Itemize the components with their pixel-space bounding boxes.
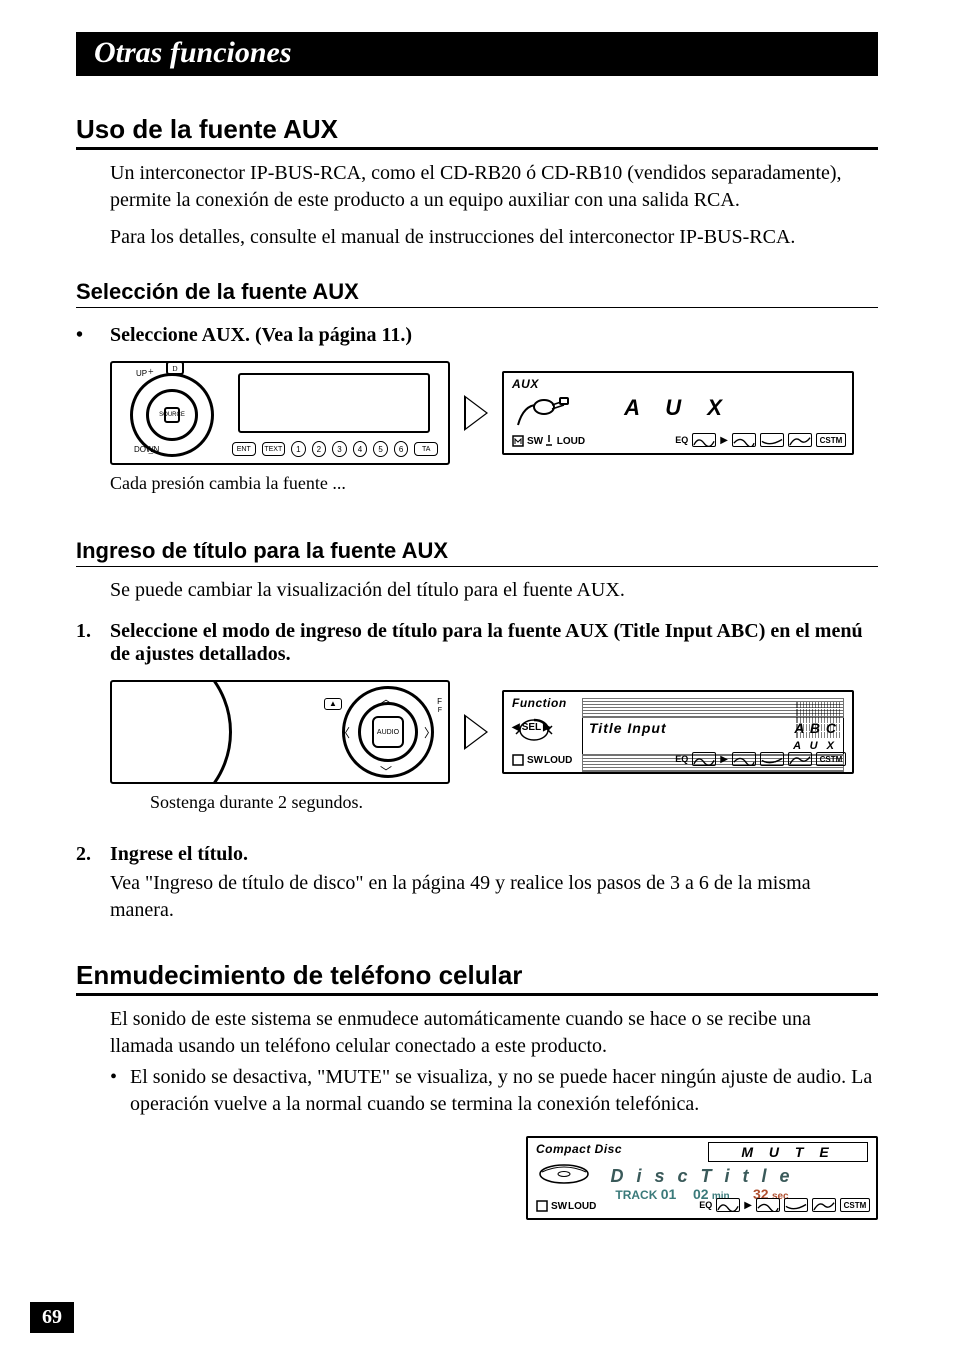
preset-4: 4 [353, 441, 368, 457]
track-number: 01 [661, 1186, 677, 1202]
mute-bullet-item: • El sonido se desactiva, "MUTE" se visu… [110, 1064, 878, 1118]
minus-icon: − [148, 449, 154, 460]
arrow-right-icon [464, 714, 488, 750]
eq-curve-1-icon [716, 1198, 740, 1212]
figure-row-select: UP + D SOURCE DOWN − ENT TEXT 1 2 3 4 5 … [110, 361, 878, 465]
eq-curve-1-icon [692, 433, 716, 447]
lcd-source-label: AUX [512, 377, 539, 391]
aux-para-2: Para los detalles, consulte el manual de… [110, 224, 878, 251]
preset-2: 2 [312, 441, 327, 457]
lcd-aux-text: A U X [504, 395, 852, 421]
lcd-function: Function ◀SEL▶ Title Input A B [502, 690, 854, 774]
title-input-label: Title Input [589, 720, 667, 752]
loud-label: LOUD [568, 1201, 596, 1212]
mute-para: El sonido de este sistema se enmudece au… [110, 1006, 878, 1060]
subsection-title-heading: Ingreso de título para la fuente AUX [76, 538, 878, 567]
preset-3: 3 [332, 441, 347, 457]
chevron-up-icon: ︿ [380, 690, 392, 707]
title-step-2: 2. Ingrese el título. [76, 843, 878, 866]
select-step: • Seleccione AUX. (Vea la página 11.) [76, 324, 878, 347]
eq-curve-4-icon [788, 752, 812, 766]
text-button: TEXT [262, 442, 286, 456]
eq-curve-3-icon [760, 433, 784, 447]
select-caption: Cada presión cambia la fuente ... [110, 473, 878, 494]
panel-curve [110, 680, 232, 784]
device-button-row: ENT TEXT 1 2 3 4 5 6 TA [232, 441, 438, 457]
page: Otras funciones Uso de la fuente AUX Un … [0, 0, 954, 1355]
lcd-cd-label: Compact Disc [536, 1142, 622, 1156]
eq-curve-4-icon [812, 1198, 836, 1212]
eq-row: EQ ▶ CSTM [699, 1198, 870, 1212]
loud-label: LOUD [544, 434, 585, 447]
cstm-label: CSTM [816, 752, 846, 766]
step-1-text: Seleccione el modo de ingreso de título … [110, 620, 878, 666]
cstm-label: CSTM [840, 1198, 870, 1212]
label-up: UP [136, 369, 147, 378]
eq-label: EQ [675, 435, 688, 445]
lcd-aux: AUX A U X SW LOUD [502, 371, 854, 455]
ent-button: ENT [232, 442, 256, 456]
chevron-right-icon: 〉 [424, 724, 436, 741]
sw-icon: SW [512, 435, 543, 447]
eq-curve-1-icon [692, 752, 716, 766]
device-front-panel: UP + D SOURCE DOWN − ENT TEXT 1 2 3 4 5 … [110, 361, 450, 465]
preset-5: 5 [373, 441, 388, 457]
function-display-block: Title Input A B C A U X [582, 698, 844, 742]
track-label: TRACK [615, 1188, 657, 1202]
title-caption-1: Sostenga durante 2 segundos. [150, 792, 878, 813]
eq-row: EQ ▶ CSTM [675, 752, 846, 766]
chevron-left-icon: 〈 [338, 724, 350, 741]
eq-curve-2-icon [732, 752, 756, 766]
subsection-select-heading: Selección de la fuente AUX [76, 279, 878, 308]
loud-label: LOUD [544, 755, 572, 766]
mute-bullet-text: El sonido se desactiva, "MUTE" se visual… [130, 1064, 878, 1118]
disc-title-text: D i s c T i t l e [528, 1166, 876, 1187]
chevron-down-icon: ﹀ [380, 763, 392, 780]
section-mute-heading: Enmudecimiento de teléfono celular [76, 960, 878, 996]
section-aux-heading: Uso de la fuente AUX [76, 114, 878, 150]
eq-curve-3-icon [784, 1198, 808, 1212]
lcd-mute: Compact Disc M U T E D i s c T i t l e T… [526, 1136, 878, 1220]
eq-curve-3-icon [760, 752, 784, 766]
bullet-icon: • [76, 324, 110, 347]
eq-row: EQ ▶ CSTM [675, 433, 846, 447]
figure-row-title: ▲ FF AUDIO ︿ ﹀ 〈 〉 Function [110, 680, 878, 784]
title-aux: A U X [793, 740, 837, 752]
sw-icon: SW [512, 754, 543, 766]
preset-1: 1 [291, 441, 306, 457]
step-2-text: Ingrese el título. [110, 843, 878, 866]
page-number: 69 [30, 1302, 74, 1333]
mute-indicator: M U T E [708, 1142, 868, 1162]
title-intro: Se puede cambiar la visualización del tí… [110, 577, 878, 604]
bullet-icon: • [110, 1064, 130, 1118]
cstm-label: CSTM [816, 433, 846, 447]
sel-label: ◀SEL▶ [512, 722, 551, 733]
step-2-number: 2. [76, 843, 110, 866]
audio-button: AUDIO [372, 716, 404, 748]
source-button: SOURCE [164, 407, 180, 423]
eject-icon: ▲ [324, 698, 342, 710]
eq-curve-2-icon [732, 433, 756, 447]
preset-6: 6 [394, 441, 409, 457]
eq-label: EQ [675, 754, 688, 764]
func-label: FF [437, 698, 442, 714]
eq-curve-2-icon [756, 1198, 780, 1212]
step-2-sub: Vea "Ingreso de título de disco" en la p… [110, 870, 878, 924]
chapter-bar: Otras funciones [76, 32, 878, 76]
ta-button: TA [414, 442, 438, 456]
sw-label: SW [527, 436, 543, 447]
eq-curve-4-icon [788, 433, 812, 447]
device-screen [238, 373, 430, 433]
flap-icon [796, 702, 842, 738]
lcd-function-label: Function [512, 696, 567, 710]
device-right-panel: ▲ FF AUDIO ︿ ﹀ 〈 〉 [110, 680, 450, 784]
title-step-1: 1. Seleccione el modo de ingreso de títu… [76, 620, 878, 666]
sw-icon: SW [536, 1200, 567, 1212]
label-down: DOWN [134, 445, 159, 454]
eq-label: EQ [699, 1200, 712, 1210]
aux-para-1: Un interconector IP-BUS-RCA, como el CD-… [110, 160, 878, 214]
step-1-number: 1. [76, 620, 110, 666]
select-step-text: Seleccione AUX. (Vea la página 11.) [110, 324, 878, 347]
arrow-right-icon [464, 395, 488, 431]
